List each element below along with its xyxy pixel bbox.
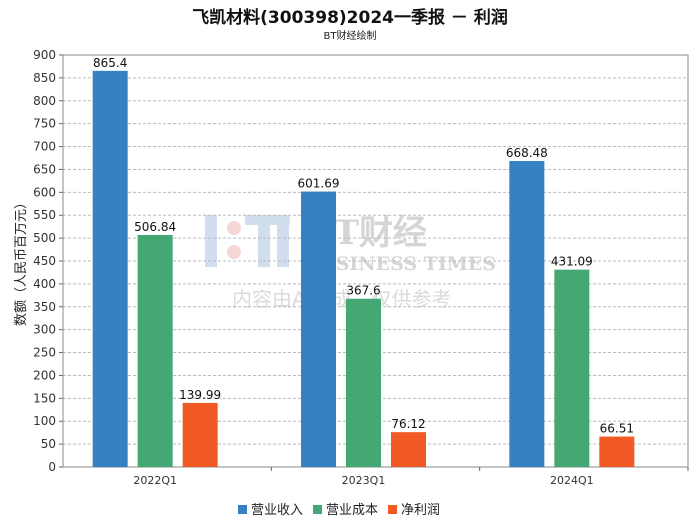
y-tick-label: 100 <box>33 414 56 428</box>
legend-swatch <box>388 505 397 514</box>
y-tick-label: 850 <box>33 71 56 85</box>
bar-2024Q1-2 <box>599 436 635 467</box>
x-tick-label: 2024Q1 <box>550 474 594 487</box>
data-label: 76.12 <box>391 417 425 431</box>
bar-2022Q1-2 <box>182 402 218 467</box>
y-tick-label: 350 <box>33 300 56 314</box>
bar-2024Q1-0 <box>509 160 545 467</box>
data-label: 601.69 <box>298 177 340 191</box>
bar-2024Q1-1 <box>554 269 590 467</box>
svg-text:BUSINESS TIMES: BUSINESS TIMES <box>303 253 496 275</box>
chart-subtitle: BT财经绘制 <box>323 31 377 42</box>
data-label: 66.51 <box>600 422 634 436</box>
y-tick-label: 650 <box>33 162 56 176</box>
y-tick-label: 250 <box>33 346 56 360</box>
y-tick-label: 750 <box>33 117 56 131</box>
bar-2023Q1-0 <box>301 191 336 467</box>
y-tick-label: 300 <box>33 323 56 337</box>
y-tick-label: 450 <box>33 254 56 268</box>
legend-label: 净利润 <box>401 503 440 518</box>
data-label: 431.09 <box>551 255 593 269</box>
bar-2023Q1-1 <box>346 298 381 467</box>
y-tick-label: 550 <box>33 208 56 222</box>
chart-title: 飞凯材料(300398)2024一季报 － 利润 <box>192 8 508 28</box>
svg-text:内容由AI生成，仅供参考: 内容由AI生成，仅供参考 <box>232 287 452 311</box>
y-tick-label: 150 <box>33 391 56 405</box>
data-label: 506.84 <box>134 220 176 234</box>
bar-2023Q1-2 <box>391 432 426 467</box>
legend-label: 营业收入 <box>251 503 303 518</box>
x-tick-label: 2022Q1 <box>133 474 177 487</box>
y-axis-label: 数额（人民币百万元） <box>14 196 29 326</box>
legend-label: 营业成本 <box>326 503 378 518</box>
x-tick-label: 2023Q1 <box>342 474 386 487</box>
y-tick-label: 50 <box>41 437 56 451</box>
y-tick-label: 200 <box>33 368 56 382</box>
y-tick-label: 900 <box>33 48 56 62</box>
data-label: 139.99 <box>179 388 221 402</box>
y-tick-label: 800 <box>33 94 56 108</box>
data-label: 367.6 <box>346 284 380 298</box>
y-tick-label: 0 <box>48 460 56 474</box>
bar-2022Q1-1 <box>137 234 173 467</box>
data-label: 865.4 <box>93 56 127 70</box>
y-tick-label: 700 <box>33 140 56 154</box>
legend-swatch <box>238 505 247 514</box>
y-tick-label: 500 <box>33 231 56 245</box>
data-label: 668.48 <box>506 146 548 160</box>
y-tick-label: 400 <box>33 277 56 291</box>
legend-swatch <box>313 505 322 514</box>
bar-2022Q1-0 <box>92 70 128 467</box>
y-tick-label: 600 <box>33 185 56 199</box>
